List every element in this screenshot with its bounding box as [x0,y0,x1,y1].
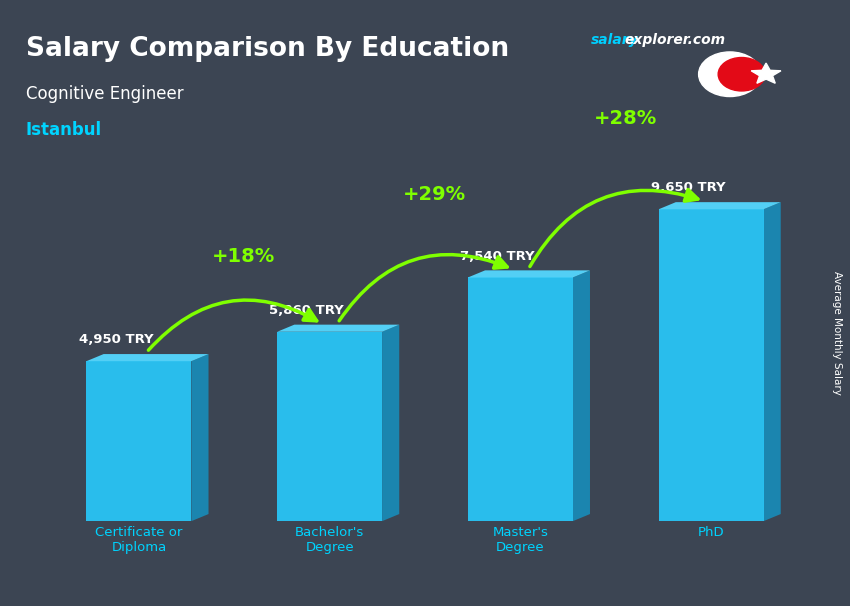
Text: Salary Comparison By Education: Salary Comparison By Education [26,36,508,62]
Text: Istanbul: Istanbul [26,121,102,139]
Bar [87,361,191,521]
Polygon shape [763,202,780,521]
Text: 5,860 TRY: 5,860 TRY [269,304,344,317]
Circle shape [718,58,765,91]
Bar [468,278,573,521]
Polygon shape [468,270,590,278]
Text: 7,540 TRY: 7,540 TRY [460,250,535,262]
Text: Cognitive Engineer: Cognitive Engineer [26,85,183,103]
Text: Average Monthly Salary: Average Monthly Salary [832,271,842,395]
Text: +29%: +29% [403,185,466,204]
Text: 4,950 TRY: 4,950 TRY [79,333,153,346]
Text: 9,650 TRY: 9,650 TRY [651,181,726,195]
Bar [659,209,763,521]
Text: salary: salary [591,33,638,47]
Polygon shape [659,202,780,209]
Polygon shape [277,325,400,331]
Polygon shape [751,63,781,83]
Polygon shape [573,270,590,521]
Circle shape [699,52,761,96]
Polygon shape [87,354,208,361]
Polygon shape [191,354,208,521]
Text: +28%: +28% [593,110,657,128]
Bar [277,331,382,521]
Polygon shape [382,325,399,521]
Text: +18%: +18% [212,247,275,267]
Text: explorer.com: explorer.com [625,33,726,47]
